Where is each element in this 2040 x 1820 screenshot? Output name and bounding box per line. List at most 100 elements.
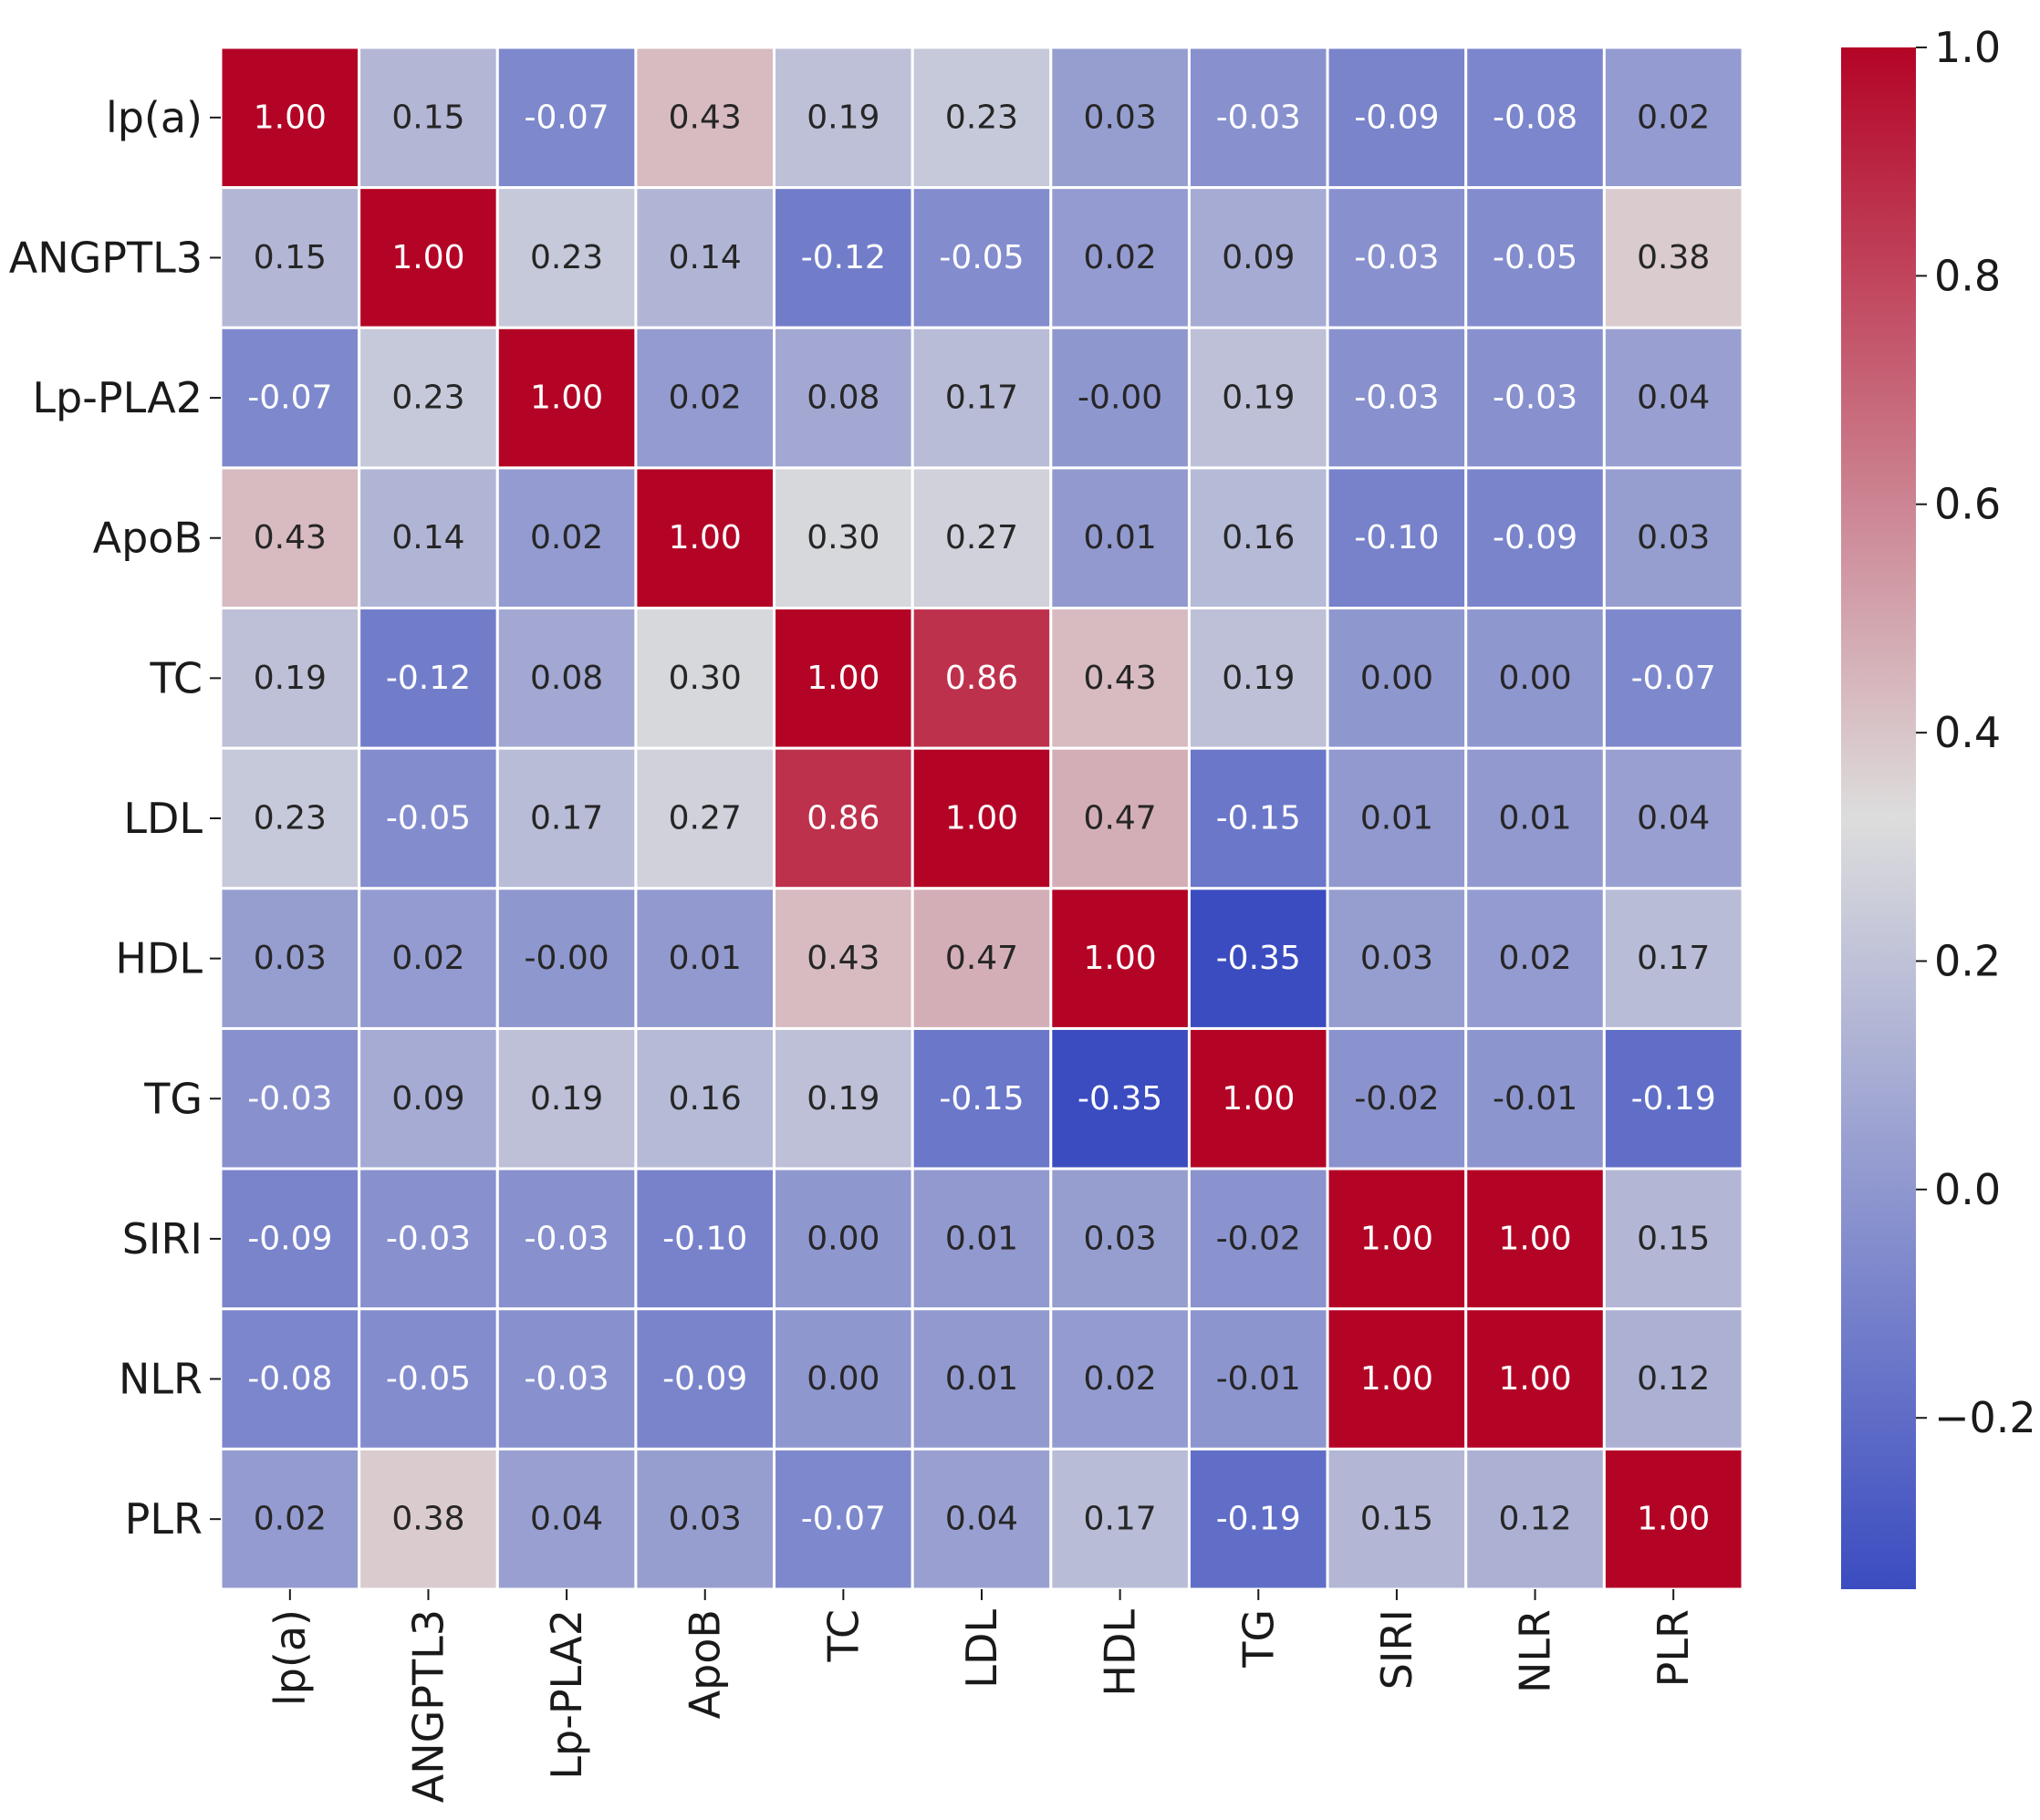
cell-value-label: 0.27	[945, 519, 1018, 556]
cell-value-label: -0.10	[662, 1220, 747, 1257]
heatmap-cell	[358, 1307, 499, 1451]
cell-value-label: 0.19	[1222, 380, 1295, 417]
cell-value-label: 1.00	[1360, 1220, 1433, 1257]
heatmap-cell	[634, 1307, 776, 1451]
heatmap-cell	[634, 326, 776, 470]
heatmap-cell	[634, 1167, 776, 1311]
heatmap-cell	[219, 1167, 361, 1311]
y-tick-label: TG	[143, 1074, 203, 1123]
heatmap-cell	[358, 326, 499, 470]
heatmap-cell	[1187, 46, 1329, 190]
cell-value-label: -0.05	[386, 800, 471, 837]
heatmap-cell	[495, 326, 638, 470]
cell-value-label: 0.08	[807, 380, 879, 417]
x-tick-label: SIRI	[1372, 1609, 1421, 1690]
cell-value-label: -0.02	[1354, 1080, 1439, 1118]
colorbar-tick-label: −0.2	[1934, 1393, 2036, 1442]
cell-value-label: 0.14	[669, 239, 742, 276]
heatmap-cell	[1326, 746, 1468, 890]
heatmap-cell	[219, 326, 361, 470]
cell-value-label: 0.00	[807, 1220, 879, 1257]
heatmap-cell	[911, 607, 1053, 750]
cell-value-label: 0.00	[807, 1360, 879, 1398]
heatmap-cell	[911, 186, 1053, 329]
cell-value-label: -0.35	[1216, 940, 1301, 977]
colorbar-gradient	[1841, 47, 1916, 1589]
cell-value-label: 0.12	[1498, 1501, 1571, 1538]
heatmap-cell	[1464, 186, 1606, 329]
heatmap-cell	[495, 1447, 638, 1591]
heatmap-cell	[358, 186, 499, 329]
y-tick-label: SIRI	[122, 1214, 203, 1264]
heatmap-cell	[1464, 607, 1606, 750]
cell-value-label: 1.00	[1498, 1360, 1571, 1398]
cell-value-label: 0.01	[945, 1360, 1018, 1398]
cell-value-label: 1.00	[1498, 1220, 1571, 1257]
cell-value-label: 1.00	[1222, 1080, 1295, 1118]
cell-value-label: -0.19	[1631, 1080, 1716, 1118]
cell-value-label: 0.19	[1222, 660, 1295, 697]
cell-value-label: 0.00	[1360, 660, 1433, 697]
cell-value-label: -0.02	[1216, 1220, 1301, 1257]
cell-value-label: 0.02	[1637, 99, 1710, 136]
cell-value-label: 0.09	[391, 1080, 464, 1118]
heatmap-cell	[219, 1026, 361, 1170]
heatmap-cell	[358, 466, 499, 610]
x-axis: lp(a) ANGPTL3 Lp-PLA2 ApoB TC LDL HDL TG SIRI NLR…	[265, 1589, 1698, 1803]
cell-value-label: 1.00	[807, 660, 879, 697]
heatmap-cell	[1187, 186, 1329, 329]
cell-value-label: -0.03	[386, 1220, 471, 1257]
heatmap-cell	[1187, 326, 1329, 470]
heatmap-cell	[1326, 1447, 1468, 1591]
cell-value-label: 0.86	[807, 800, 879, 837]
heatmap-cell	[773, 1026, 914, 1170]
cell-value-label: 0.01	[669, 940, 742, 977]
x-tick-label: Lp-PLA2	[542, 1609, 591, 1780]
cell-value-label: -0.00	[1077, 380, 1162, 417]
heatmap-cell	[358, 607, 499, 750]
cell-value-label: -0.05	[939, 239, 1024, 276]
cell-value-label: 0.27	[669, 800, 742, 837]
x-tick-label: ApoB	[681, 1609, 730, 1719]
heatmap-cell	[1602, 607, 1744, 750]
cell-value-label: 0.30	[669, 660, 742, 697]
x-tick-label: NLR	[1511, 1609, 1560, 1693]
heatmap-cell	[1602, 186, 1744, 329]
heatmap-cell	[1464, 887, 1606, 1030]
heatmap-cell	[1464, 1307, 1606, 1451]
heatmap-cell	[773, 607, 914, 750]
cell-value-label: -0.05	[386, 1360, 471, 1398]
cell-value-label: -0.07	[801, 1501, 886, 1538]
cell-value-label: 0.12	[1637, 1360, 1710, 1398]
heatmap-cell	[1187, 746, 1329, 890]
heatmap-cell	[1187, 1167, 1329, 1311]
cell-value-label: 0.43	[254, 519, 327, 556]
heatmap-cell	[1187, 1307, 1329, 1451]
heatmap-cell	[358, 1026, 499, 1170]
cell-value-label: 0.86	[945, 660, 1018, 697]
cell-value-label: -0.07	[1631, 660, 1716, 697]
cell-value-label: -0.03	[1354, 380, 1439, 417]
cell-value-label: 0.01	[1498, 800, 1571, 837]
colorbar: −0.2 0.0 0.2 0.4 0.6 0.8 1.0	[1841, 23, 2036, 1589]
heatmap-cell	[1464, 466, 1606, 610]
y-tick-label: LDL	[123, 794, 203, 843]
cell-value-label: 0.03	[1360, 940, 1433, 977]
cell-value-label: 0.03	[669, 1501, 742, 1538]
y-tick-label: Lp-PLA2	[32, 373, 203, 422]
cell-value-label: -0.12	[801, 239, 886, 276]
colorbar-tick-label: 0.6	[1934, 480, 2001, 529]
heatmap-cell	[773, 466, 914, 610]
cell-value-label: 0.01	[945, 1220, 1018, 1257]
x-tick-label: TG	[1233, 1609, 1283, 1669]
cell-value-label: 0.01	[1084, 519, 1157, 556]
x-tick-label: lp(a)	[265, 1609, 315, 1706]
cell-value-label: -0.03	[525, 1360, 609, 1398]
heatmap-cell	[1187, 1026, 1329, 1170]
heatmap-cell	[911, 1167, 1053, 1311]
x-tick-label: PLR	[1649, 1609, 1698, 1687]
heatmap-cell	[1049, 746, 1191, 890]
y-tick-label: TC	[149, 653, 203, 702]
cell-value-label: 0.02	[1498, 940, 1571, 977]
cell-value-label: -0.03	[247, 1080, 332, 1118]
